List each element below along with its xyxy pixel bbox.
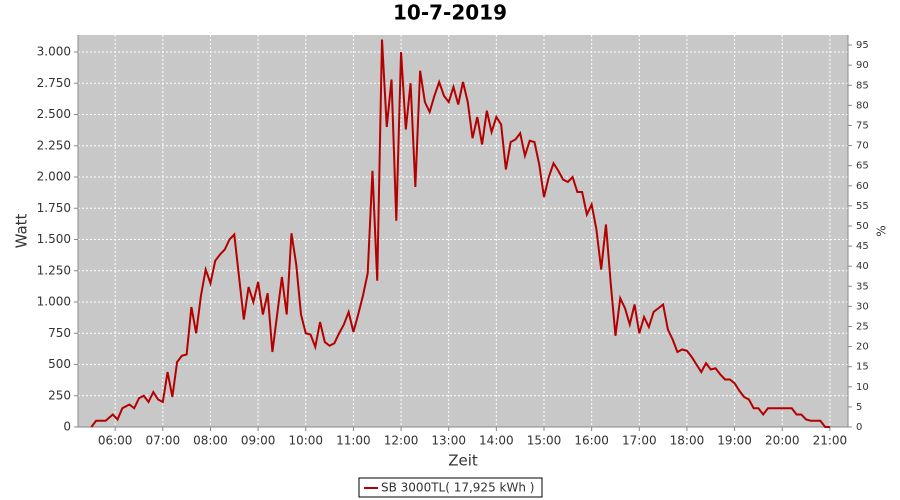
y-tick-label: 1.000 — [37, 295, 71, 309]
x-tick-label: 13:00 — [431, 434, 466, 448]
legend — [358, 477, 543, 498]
x-tick-label: 06:00 — [98, 434, 133, 448]
y2-tick-label: 95 — [856, 40, 869, 51]
legend-label: SB 3000TL( 17,925 kWh ) — [381, 481, 534, 495]
y2-tick-label: 50 — [856, 221, 869, 232]
x-tick-label: 19:00 — [717, 434, 752, 448]
y2-tick-label: 80 — [856, 100, 869, 111]
y-tick-label: 750 — [48, 326, 71, 340]
x-tick-label: 09:00 — [241, 434, 276, 448]
x-tick-label: 08:00 — [193, 434, 228, 448]
chart-title: 10-7-2019 — [393, 1, 507, 25]
y-tick-label: 1.500 — [37, 232, 71, 246]
y-tick-label: 250 — [48, 388, 71, 402]
y2-tick-label: 55 — [856, 201, 869, 212]
y-tick-label: 1.250 — [37, 263, 71, 277]
y2-tick-label: 85 — [856, 80, 869, 91]
y2-tick-label: 35 — [856, 281, 869, 292]
y2-tick-label: 5 — [856, 402, 862, 413]
y2-tick-label: 0 — [856, 422, 862, 433]
y-tick-label: 3.000 — [37, 45, 71, 59]
y2-tick-label: 20 — [856, 342, 869, 353]
y-axis-label: Watt — [13, 213, 31, 248]
x-tick-label: 10:00 — [288, 434, 323, 448]
y2-axis-label: % — [875, 225, 889, 236]
x-tick-label: 07:00 — [146, 434, 181, 448]
y2-tick-label: 10 — [856, 382, 869, 393]
y2-tick-label: 25 — [856, 321, 869, 332]
y2-tick-label: 75 — [856, 120, 869, 131]
y-tick-label: 2.250 — [37, 138, 71, 152]
x-axis-label: Zeit — [448, 452, 478, 470]
y2-tick-label: 65 — [856, 161, 869, 172]
y-tick-label: 1.750 — [37, 201, 71, 215]
y2-tick-label: 70 — [856, 141, 869, 152]
x-tick-label: 12:00 — [384, 434, 419, 448]
y-tick-label: 500 — [48, 357, 71, 371]
y2-tick-label: 90 — [856, 60, 869, 71]
y2-tick-label: 45 — [856, 241, 869, 252]
x-tick-label: 21:00 — [813, 434, 848, 448]
y-tick-label: 2.750 — [37, 76, 71, 90]
y-tick-label: 0 — [63, 420, 71, 434]
x-tick-label: 16:00 — [574, 434, 609, 448]
y-tick-label: 2.000 — [37, 170, 71, 184]
series-line — [90, 39, 830, 428]
x-tick-label: 14:00 — [479, 434, 514, 448]
plot-area — [78, 35, 848, 427]
x-tick-label: 18:00 — [670, 434, 705, 448]
y2-tick-label: 60 — [856, 181, 869, 192]
x-tick-label: 20:00 — [765, 434, 800, 448]
x-tick-label: 17:00 — [622, 434, 657, 448]
y2-tick-label: 40 — [856, 261, 869, 272]
x-tick-label: 15:00 — [527, 434, 562, 448]
y-tick-label: 2.500 — [37, 107, 71, 121]
y2-tick-label: 15 — [856, 362, 869, 373]
y2-tick-label: 30 — [856, 301, 869, 312]
x-tick-label: 11:00 — [336, 434, 371, 448]
